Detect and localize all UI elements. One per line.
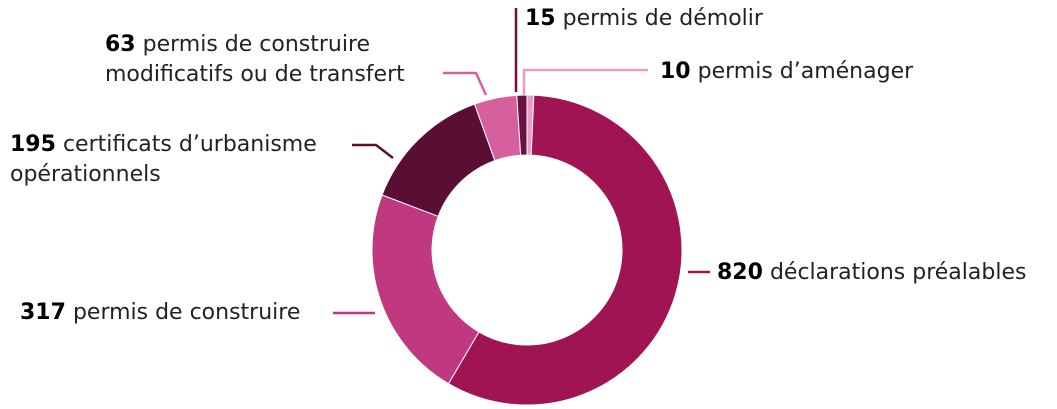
slice-label: 10 permis d’aménager <box>660 59 914 84</box>
slice-label: 63 permis de construire <box>105 32 370 57</box>
donut-segment <box>381 103 496 217</box>
value-label: 15 <box>525 6 556 31</box>
slice-label: 195 certificats d’urbanisme <box>10 132 317 157</box>
donut-segment <box>516 94 528 156</box>
slice-label: 317 permis de construire <box>20 300 300 325</box>
leader-line <box>443 71 488 96</box>
leader-line <box>522 68 648 95</box>
value-label: 820 <box>717 260 763 285</box>
value-label: 195 <box>10 132 56 157</box>
slice-label: modificatifs ou de transfert <box>105 62 405 87</box>
category-label: opérationnels <box>10 162 161 187</box>
slice-label: 820 déclarations préalables <box>717 260 1026 285</box>
donut-segment <box>371 194 480 385</box>
category-label: permis de démolir <box>563 6 764 31</box>
value-label: 10 <box>660 59 691 84</box>
slice-label: opérationnels <box>10 162 161 187</box>
category-label: permis de construire <box>143 32 370 57</box>
donut-segment <box>447 94 683 406</box>
category-label: permis de construire <box>73 300 300 325</box>
category-label: déclarations préalables <box>770 260 1027 285</box>
leader-line <box>352 143 394 159</box>
value-label: 63 <box>105 32 136 57</box>
slice-label: 15 permis de démolir <box>525 6 764 31</box>
category-label: certificats d’urbanisme <box>63 132 317 157</box>
category-label: permis d’aménager <box>698 59 914 84</box>
category-label: modificatifs ou de transfert <box>105 62 405 87</box>
value-label: 317 <box>20 300 66 325</box>
